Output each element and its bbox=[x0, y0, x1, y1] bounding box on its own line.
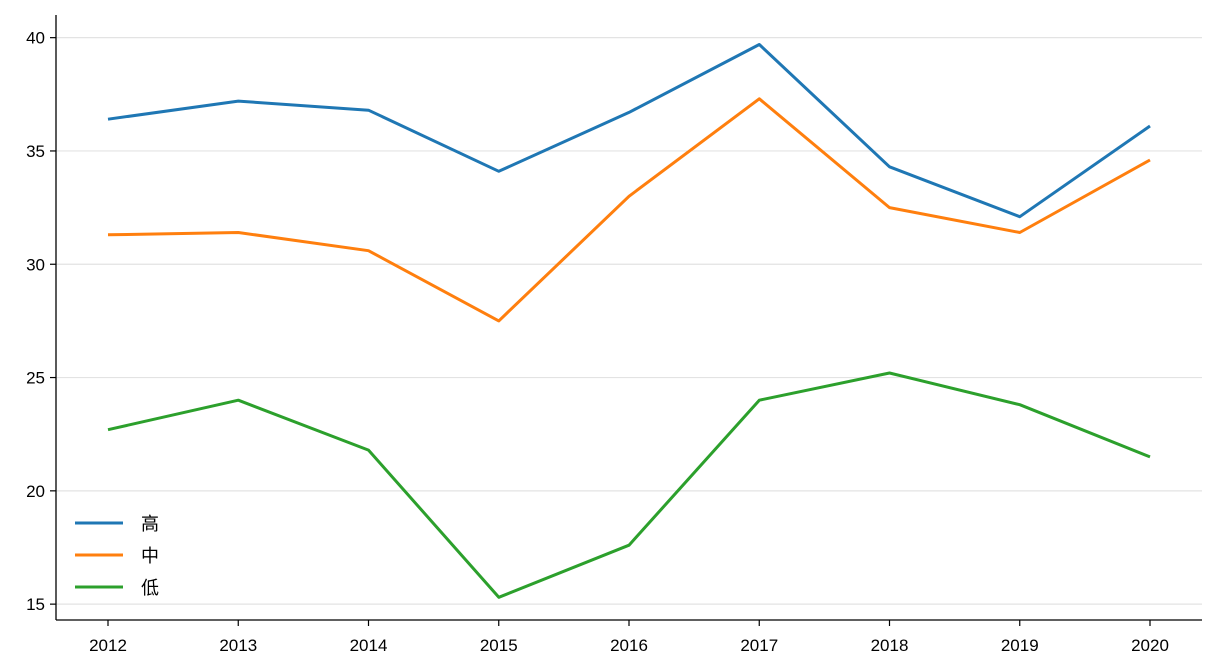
x-axis-ticks: 2012 2013 2014 2015 2016 2017 2018 2019 2020 bbox=[89, 620, 1169, 655]
legend-label-0: 高 bbox=[141, 514, 159, 535]
x-tick-label: 2017 bbox=[740, 636, 778, 655]
y-tick-label: 25 bbox=[26, 369, 45, 388]
y-tick-label: 30 bbox=[26, 255, 45, 274]
series-line-2 bbox=[107, 371, 1151, 599]
series-lines bbox=[107, 43, 1151, 599]
legend: 高中低 bbox=[75, 514, 159, 599]
x-tick-label: 2016 bbox=[610, 636, 648, 655]
y-tick-label: 15 bbox=[26, 595, 45, 614]
axes bbox=[55, 15, 1202, 621]
x-tick-label: 2013 bbox=[219, 636, 257, 655]
x-tick-label: 2015 bbox=[480, 636, 518, 655]
y-axis-ticks: 15 20 25 30 35 40 bbox=[26, 29, 56, 614]
y-tick-label: 35 bbox=[26, 142, 45, 161]
x-tick-label: 2020 bbox=[1131, 636, 1169, 655]
series-line-1 bbox=[107, 97, 1151, 323]
x-tick-label: 2019 bbox=[1001, 636, 1039, 655]
y-tick-label: 20 bbox=[26, 482, 45, 501]
grid-lines bbox=[56, 37, 1202, 605]
series-line-0 bbox=[107, 43, 1151, 219]
legend-label-2: 低 bbox=[141, 578, 159, 599]
x-tick-label: 2018 bbox=[871, 636, 909, 655]
y-tick-label: 40 bbox=[26, 29, 45, 48]
x-tick-label: 2014 bbox=[350, 636, 388, 655]
legend-label-1: 中 bbox=[141, 546, 159, 567]
x-tick-label: 2012 bbox=[89, 636, 127, 655]
